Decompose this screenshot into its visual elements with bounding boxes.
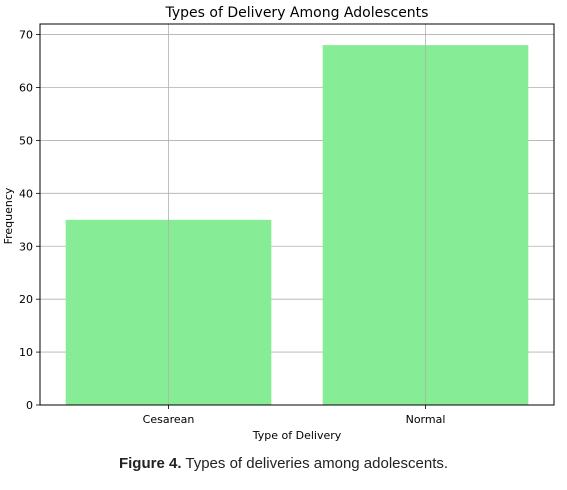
y-tick-label: 0 (26, 399, 33, 412)
chart-title: Types of Delivery Among Adolescents (165, 5, 429, 21)
plot-frame (39, 23, 555, 406)
y-tick-label: 40 (19, 187, 33, 200)
y-tick-label: 50 (19, 134, 33, 147)
x-tick-label: Normal (406, 413, 446, 426)
figure-caption: Figure 4. Types of deliveries among adol… (0, 455, 567, 472)
y-tick-label: 30 (19, 240, 33, 253)
y-tick-label: 70 (19, 29, 33, 42)
bar-chart: Types of Delivery Among Adolescents 0 10 2… (2, 5, 555, 442)
figure-caption-text: Types of deliveries among adolescents. (181, 455, 449, 472)
y-tick-label: 60 (19, 82, 33, 95)
axes: 0 10 20 30 40 50 60 70 Cesarean Normal (19, 23, 555, 426)
bars (65, 45, 529, 406)
x-tick-label: Cesarean (143, 413, 195, 426)
y-tick-label: 10 (19, 346, 33, 359)
figure-label: Figure 4. (118, 455, 182, 472)
y-axis-label: Frequency (2, 187, 15, 244)
y-tick-label: 20 (19, 293, 33, 306)
x-axis-label: Type of Delivery (252, 429, 342, 442)
